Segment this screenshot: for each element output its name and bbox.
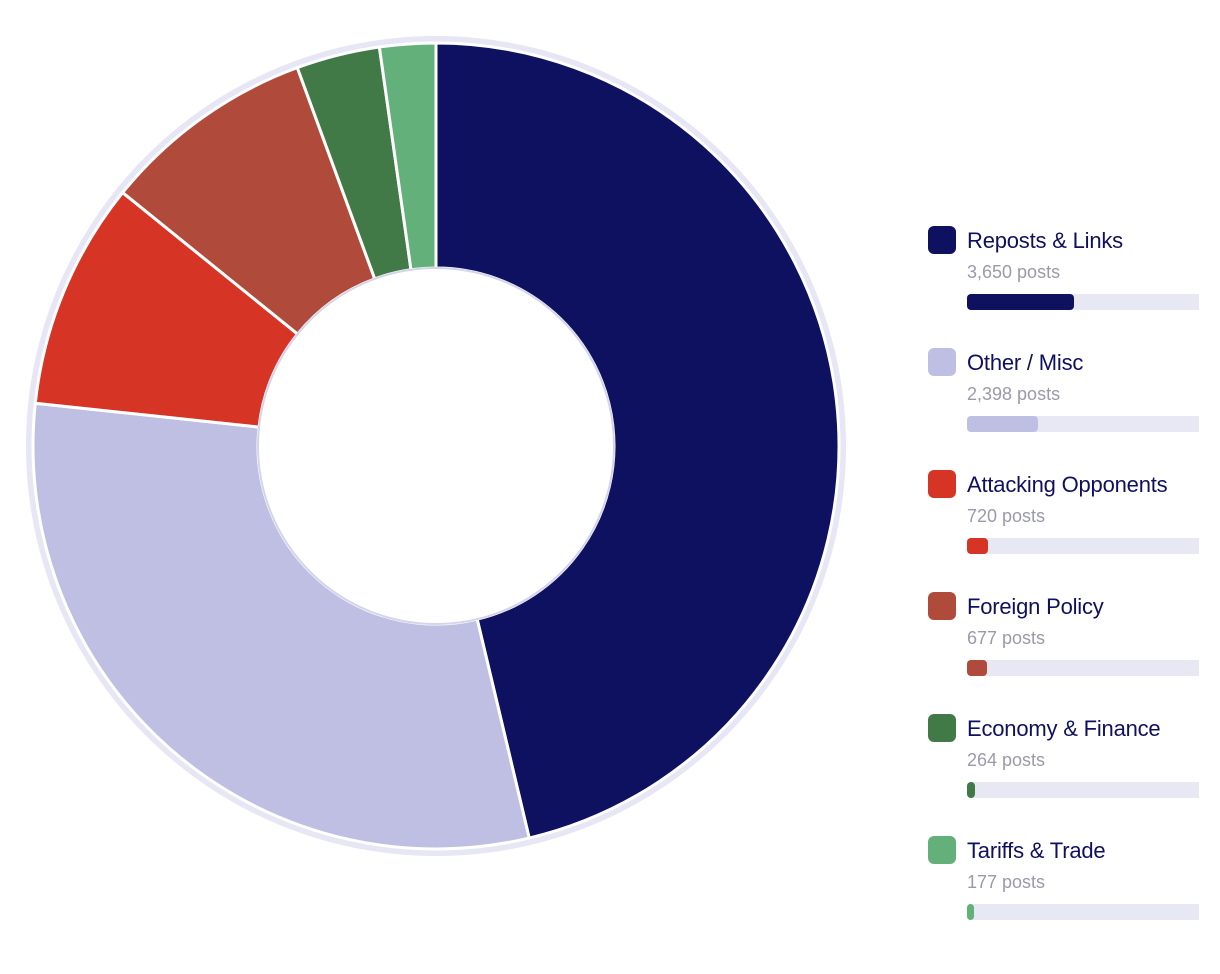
- legend-swatch: [928, 348, 956, 376]
- legend-count: 264 posts: [967, 750, 1046, 770]
- legend-item-tariffs-trade[interactable]: Tariffs & Trade 177 posts: [928, 834, 1220, 956]
- legend-bar-track: [967, 660, 1199, 676]
- legend-label: Reposts & Links: [967, 228, 1123, 253]
- legend-bar-fill: [967, 416, 1038, 432]
- legend-item-foreign-policy[interactable]: Foreign Policy 677 posts: [928, 590, 1220, 712]
- chart-legend: Reposts & Links 3,650 posts Other / Misc…: [928, 224, 1220, 956]
- legend-bar-track: [967, 416, 1199, 432]
- legend-bar-fill: [967, 904, 974, 920]
- legend-label: Tariffs & Trade: [967, 838, 1106, 863]
- legend-item-reposts-links[interactable]: Reposts & Links 3,650 posts: [928, 224, 1220, 346]
- legend-swatch: [928, 836, 956, 864]
- legend-bar-track: [967, 904, 1199, 920]
- legend-label: Other / Misc: [967, 350, 1084, 375]
- legend-count: 720 posts: [967, 506, 1046, 526]
- legend-count: 177 posts: [967, 872, 1046, 892]
- legend-item-economy-finance[interactable]: Economy & Finance 264 posts: [928, 712, 1220, 834]
- legend-bar-track: [967, 782, 1199, 798]
- legend-bar-track: [967, 294, 1199, 310]
- legend-swatch: [928, 470, 956, 498]
- legend-swatch: [928, 714, 956, 742]
- legend-bar-fill: [967, 538, 989, 554]
- donut-slices: [31, 41, 841, 851]
- legend-bar-fill: [967, 294, 1075, 310]
- donut-chart: [26, 36, 846, 856]
- legend-bar-track: [967, 538, 1199, 554]
- legend-item-attacking-opponents[interactable]: Attacking Opponents 720 posts: [928, 468, 1220, 590]
- legend-bar-fill: [967, 782, 975, 798]
- legend-count: 677 posts: [967, 628, 1046, 648]
- legend-swatch: [928, 592, 956, 620]
- legend-count: 2,398 posts: [967, 384, 1061, 404]
- donut-hole: [257, 267, 615, 625]
- legend-bar-fill: [967, 660, 987, 676]
- legend-label: Foreign Policy: [967, 594, 1104, 619]
- legend-count: 3,650 posts: [967, 262, 1061, 282]
- legend-label: Attacking Opponents: [967, 472, 1168, 497]
- legend-label: Economy & Finance: [967, 716, 1161, 741]
- legend-item-other-misc[interactable]: Other / Misc 2,398 posts: [928, 346, 1220, 468]
- legend-swatch: [928, 226, 956, 254]
